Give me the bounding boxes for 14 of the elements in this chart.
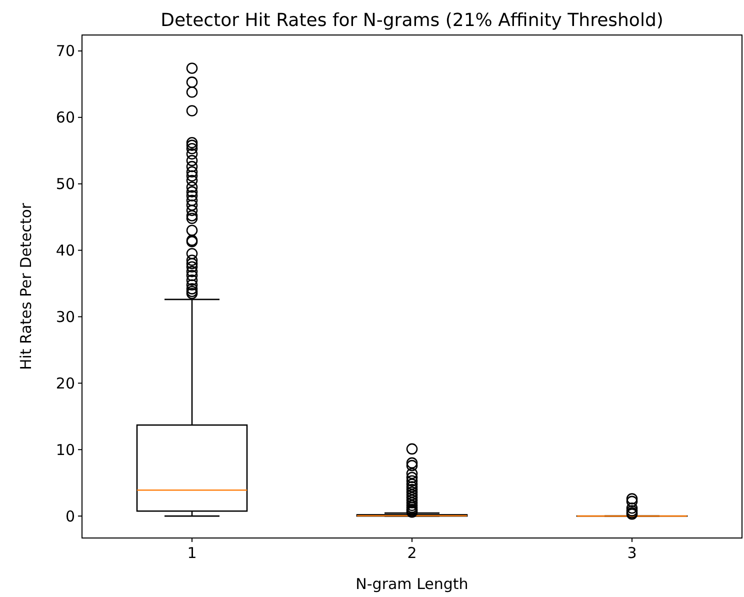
x-tick-label: 3: [627, 544, 637, 562]
y-tick-label: 0: [65, 507, 75, 526]
x-axis-title: N-gram Length: [356, 575, 468, 593]
x-tick-label: 2: [407, 544, 417, 562]
x-tick-label: 1: [187, 544, 197, 562]
y-tick-label: 40: [56, 242, 75, 260]
y-tick-label: 50: [56, 175, 75, 194]
y-tick-label: 70: [56, 42, 75, 60]
y-tick-label: 10: [56, 440, 75, 459]
y-axis-title: Hit Rates Per Detector: [17, 202, 35, 370]
y-tick-label: 20: [56, 374, 75, 392]
y-tick-label: 30: [56, 308, 75, 326]
y-tick-label: 60: [56, 108, 75, 127]
chart-title: Detector Hit Rates for N-grams (21% Affinity Threshold): [160, 10, 664, 31]
